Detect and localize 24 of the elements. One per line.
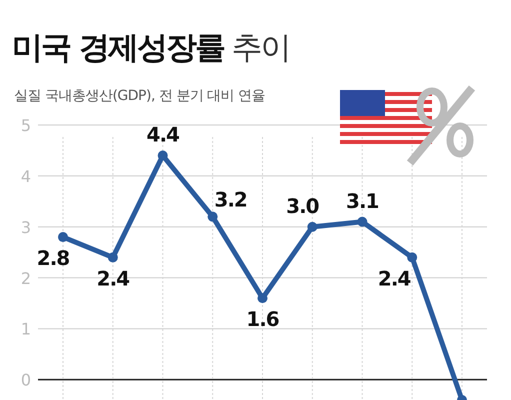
point — [357, 216, 368, 227]
data-label: 2.8 — [36, 246, 70, 270]
data-label: 3.2 — [214, 188, 247, 212]
point — [407, 252, 418, 262]
point — [108, 252, 118, 262]
data-label: 3.1 — [346, 188, 379, 213]
point — [208, 212, 218, 222]
y-tick-label: 5 — [20, 116, 32, 135]
point — [58, 232, 68, 242]
data-label: 4.4 — [146, 122, 180, 147]
point — [258, 293, 268, 304]
point — [307, 222, 318, 232]
chart-subtitle: 실질 국내총생산(GDP), 전 분기 대비 연율 — [14, 88, 266, 104]
y-tick-label: 3 — [20, 218, 32, 237]
data-label: 2.4 — [378, 266, 410, 290]
chart-title: 미국 경제성장률 추이 — [12, 30, 290, 66]
data-label: 3.0 — [286, 194, 319, 218]
data-label: 2.4 — [96, 266, 130, 290]
data-label: 1.6 — [246, 307, 279, 332]
point — [158, 150, 168, 161]
y-tick-label: 0 — [20, 370, 32, 390]
y-tick-label: 1 — [20, 320, 32, 339]
y-tick-label: 2 — [20, 268, 32, 288]
y-tick-label: 4 — [20, 166, 32, 186]
